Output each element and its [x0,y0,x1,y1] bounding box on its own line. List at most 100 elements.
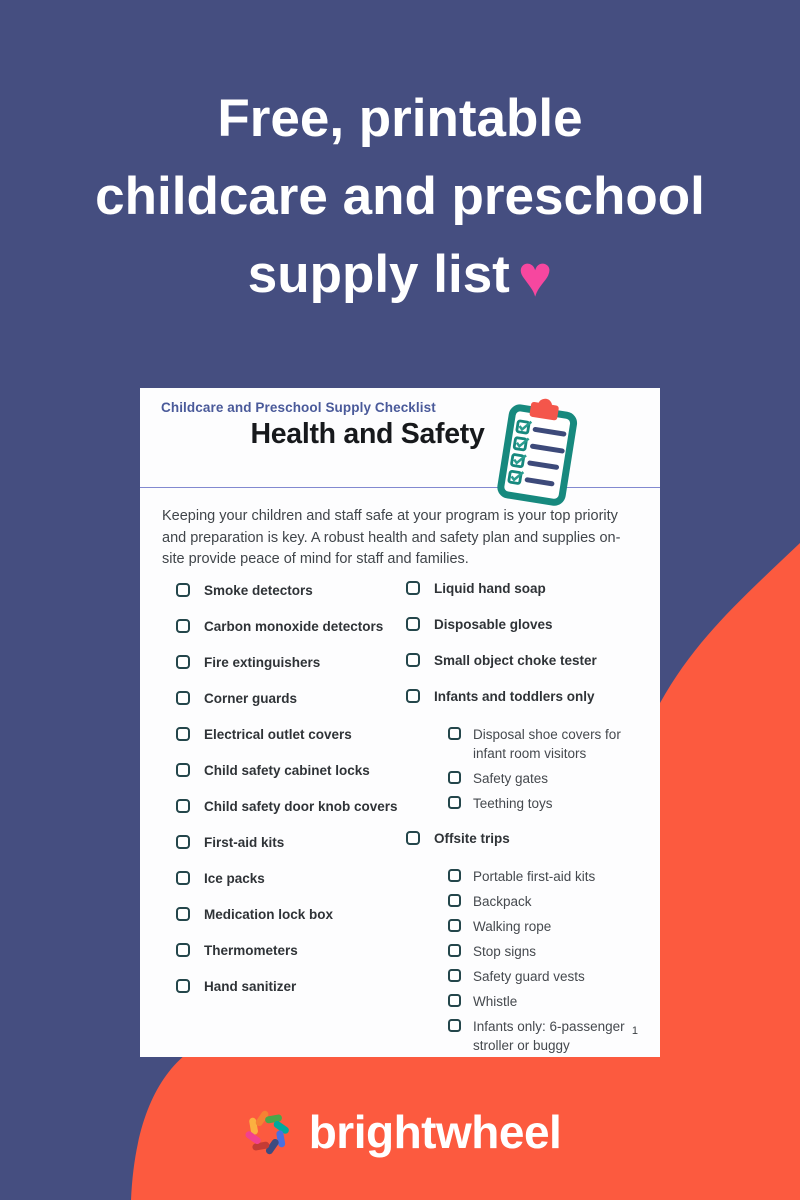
heart-icon: ♥ [517,244,553,309]
checklist-item-label: Ice packs [204,871,265,886]
hero-line-2: childcare and preschool [95,167,705,226]
checklist-item: Hand sanitizer [176,979,401,995]
checkbox-icon[interactable] [448,1019,461,1032]
checklist-group-item: Infants and toddlers only [406,689,656,705]
checklist-item-label: Small object choke tester [434,653,597,668]
brand-wordmark: brightwheel [308,1106,562,1158]
checklist-item: Liquid hand soap [406,581,656,597]
checkbox-icon[interactable] [448,869,461,882]
checkbox-icon[interactable] [448,796,461,809]
checklist-item: Small object choke tester [406,653,656,669]
checklist-item-label: First-aid kits [204,835,285,850]
header-divider [140,487,660,488]
checklist-sub-item: Whistle [448,992,656,1011]
checkbox-icon[interactable] [448,919,461,932]
checklist-item-label: Walking rope [473,919,552,934]
checkbox-icon[interactable] [406,653,420,667]
checkbox-icon[interactable] [176,907,190,921]
checklist-right-column: Liquid hand soap Disposable gloves Small… [406,581,656,1073]
sub-checklist: Disposal shoe covers for infant room vis… [448,725,656,813]
checklist-item: Medication lock box [176,907,401,923]
checkbox-icon[interactable] [176,763,190,777]
document-intro-paragraph: Keeping your children and staff safe at … [162,508,621,567]
checkbox-icon[interactable] [176,943,190,957]
brightwheel-pinwheel-icon [239,1104,295,1160]
checklist-sub-item: Teething toys [448,794,656,813]
checkbox-icon[interactable] [448,771,461,784]
checklist-item-label: Fire extinguishers [204,655,321,670]
checklist-item-label: Liquid hand soap [434,581,546,596]
checklist-item-label: Whistle [473,994,518,1009]
checklist-sub-item: Safety guard vests [448,967,656,986]
checklist-item-label: Stop signs [473,944,537,959]
checklist-sub-item: Walking rope [448,917,656,936]
checklist-item: Carbon monoxide detectors [176,619,401,635]
document-title: Health and Safety [250,418,485,450]
checkbox-icon[interactable] [448,894,461,907]
checklist-item-label: Carbon monoxide detectors [204,619,384,634]
checklist-sub-item: Portable first-aid kits [448,867,656,886]
hero-line-3: supply list ♥ [247,244,553,309]
checklist-item-label: Child safety door knob covers [204,799,398,814]
checklist-group-item: Offsite trips [406,831,656,847]
checklist-item-label: Teething toys [473,796,553,811]
checklist-item-label: Thermometers [204,943,298,958]
checklist-item: Corner guards [176,691,401,707]
checklist-item-label: Disposable gloves [434,617,553,632]
checklist-item: Child safety door knob covers [176,799,401,815]
checkbox-icon[interactable] [406,689,420,703]
checklist-sub-item: Disposal shoe covers for infant room vis… [448,725,656,763]
checklist-left-column: Smoke detectors Carbon monoxide detector… [176,583,401,1015]
checklist-item: Smoke detectors [176,583,401,599]
checklist-item: Fire extinguishers [176,655,401,671]
checklist-item: First-aid kits [176,835,401,851]
checkbox-icon[interactable] [406,581,420,595]
checklist-item: Ice packs [176,871,401,887]
brightwheel-logo: brightwheel [239,1104,562,1160]
page-number: 1 [631,1025,638,1037]
checklist-item-label: Electrical outlet covers [204,727,352,742]
hero-headline: Free, printable childcare and preschool … [0,80,800,316]
checkbox-icon[interactable] [448,727,461,740]
checkbox-icon[interactable] [406,617,420,631]
checkbox-icon[interactable] [448,969,461,982]
checklist-sub-item: Infants only: 6-passenger stroller or bu… [448,1017,656,1055]
checklist-item-label: Infants only: 6-passenger stroller or bu… [473,1019,625,1053]
checklist-item-label: Backpack [473,894,532,909]
checklist-document: Childcare and Preschool Supply Checklist… [140,388,660,1057]
checklist-sub-item: Safety gates [448,769,656,788]
checklist-sub-item: Backpack [448,892,656,911]
checklist-item: Electrical outlet covers [176,727,401,743]
checkbox-icon[interactable] [448,994,461,1007]
checkbox-icon[interactable] [176,655,190,669]
checkbox-icon[interactable] [176,583,190,597]
checklist-item-label: Safety guard vests [473,969,585,984]
checkbox-icon[interactable] [176,619,190,633]
checkbox-icon[interactable] [406,831,420,845]
checkbox-icon[interactable] [176,799,190,813]
clipboard-icon [497,398,578,506]
checklist-item-label: Corner guards [204,691,298,706]
hero-line-1: Free, printable [217,89,583,148]
checkbox-icon[interactable] [176,691,190,705]
checklist-item-label: Disposal shoe covers for infant room vis… [473,727,621,761]
checklist-item-label: Infants and toddlers only [434,689,595,704]
checkbox-icon[interactable] [176,835,190,849]
checkbox-icon[interactable] [176,871,190,885]
checklist-item-label: Medication lock box [204,907,334,922]
checklist-item-label: Safety gates [473,771,549,786]
checklist-sub-item: Stop signs [448,942,656,961]
checklist-item: Child safety cabinet locks [176,763,401,779]
document-eyebrow: Childcare and Preschool Supply Checklist [161,400,436,415]
checkbox-icon[interactable] [176,727,190,741]
checklist-item-label: Offsite trips [434,831,510,846]
checklist-item: Disposable gloves [406,617,656,633]
checkbox-icon[interactable] [176,979,190,993]
checklist-item-label: Child safety cabinet locks [204,763,370,778]
checklist-item-label: Smoke detectors [204,583,313,598]
checkbox-icon[interactable] [448,944,461,957]
checklist-item-label: Hand sanitizer [204,979,297,994]
checklist-item: Thermometers [176,943,401,959]
checklist-item-label: Portable first-aid kits [473,869,596,884]
sub-checklist: Portable first-aid kits Backpack Walking… [448,867,656,1055]
